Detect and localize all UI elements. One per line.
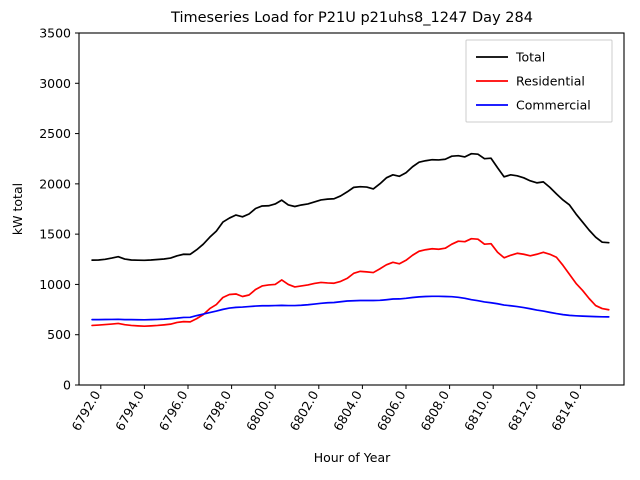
series-line-total xyxy=(91,152,610,262)
y-tick-label: 2500 xyxy=(39,126,71,141)
series-line-commercial xyxy=(91,295,610,321)
y-tick-label: 1000 xyxy=(39,277,71,292)
y-tick-label: 2000 xyxy=(39,176,71,191)
y-tick-label: 500 xyxy=(47,327,71,342)
data-series-group xyxy=(91,152,610,328)
legend-label-residential[interactable]: Residential xyxy=(516,74,585,89)
y-axis-ticks: 0 500 1000 1500 2000 2500 3000 3500 xyxy=(39,26,79,393)
legend-background xyxy=(465,39,613,123)
series-line-residential xyxy=(91,237,610,328)
legend-label-commercial[interactable]: Commercial xyxy=(516,98,591,113)
chart-legend[interactable]: Total Residential Commercial xyxy=(465,39,613,123)
plot-frame xyxy=(78,32,625,386)
y-tick-label: 3000 xyxy=(39,76,71,91)
chart-title: Timeseries Load for P21U p21uhs8_1247 Da… xyxy=(170,10,533,26)
y-tick-label: 1500 xyxy=(39,227,71,242)
x-axis-title: Hour of Year xyxy=(314,450,391,465)
y-axis-title: kW total xyxy=(10,183,25,235)
y-tick-label: 3500 xyxy=(39,26,71,41)
y-tick-label: 0 xyxy=(63,378,71,393)
legend-label-total[interactable]: Total xyxy=(515,50,545,65)
